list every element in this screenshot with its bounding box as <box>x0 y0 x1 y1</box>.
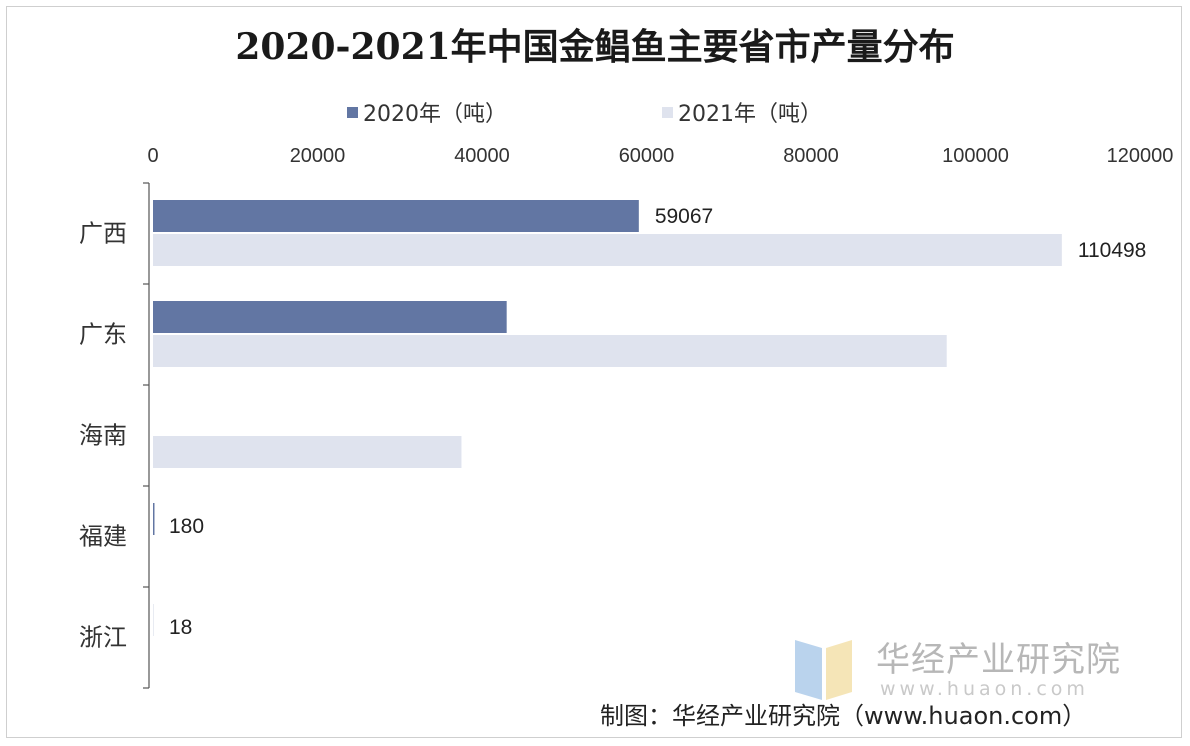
legend-swatch-2021 <box>662 106 673 118</box>
watermark-logo-left <box>795 640 822 700</box>
data-label: 180 <box>169 515 204 538</box>
x-tick-label: 20000 <box>290 145 346 167</box>
watermark-url: www.huaon.com <box>880 678 1089 700</box>
chart-title: 2020-2021年中国金鲳鱼主要省市产量分布 <box>235 26 955 68</box>
x-tick-label: 100000 <box>942 145 1009 167</box>
bar-2021 <box>153 335 947 367</box>
x-tick-label: 80000 <box>783 145 839 167</box>
x-tick-label: 0 <box>147 145 158 167</box>
bar-2020 <box>153 301 507 333</box>
legend-label-2021: 2021年（吨） <box>678 102 822 127</box>
legend: 2020年（吨） 2021年（吨） <box>0 96 1190 130</box>
data-label: 59067 <box>655 205 713 228</box>
chart-frame <box>6 6 1182 738</box>
bar-2021 <box>153 234 1062 266</box>
bar-2021 <box>153 436 462 468</box>
category-label: 广东 <box>79 322 127 349</box>
source-note: 制图：华经产业研究院（www.huaon.com） <box>600 702 1087 730</box>
legend-item-2021: 2021年（吨） <box>662 96 822 128</box>
watermark-name: 华经产业研究院 <box>876 640 1121 680</box>
watermark-logo-right <box>826 640 852 700</box>
x-tick-label: 60000 <box>619 145 675 167</box>
legend-item-2020: 2020年（吨） <box>347 96 507 128</box>
legend-label-2020: 2020年（吨） <box>363 102 507 127</box>
bar-2020 <box>153 503 155 535</box>
category-label: 广西 <box>79 221 127 248</box>
x-tick-label: 40000 <box>454 145 510 167</box>
bar-2020 <box>153 200 639 232</box>
x-tick-label: 120000 <box>1107 145 1174 167</box>
data-label: 110498 <box>1078 239 1147 262</box>
category-label: 浙江 <box>79 625 127 652</box>
data-label: 18 <box>169 616 192 639</box>
category-label: 福建 <box>79 524 127 551</box>
category-label: 海南 <box>79 423 127 450</box>
legend-swatch-2020 <box>347 106 358 118</box>
